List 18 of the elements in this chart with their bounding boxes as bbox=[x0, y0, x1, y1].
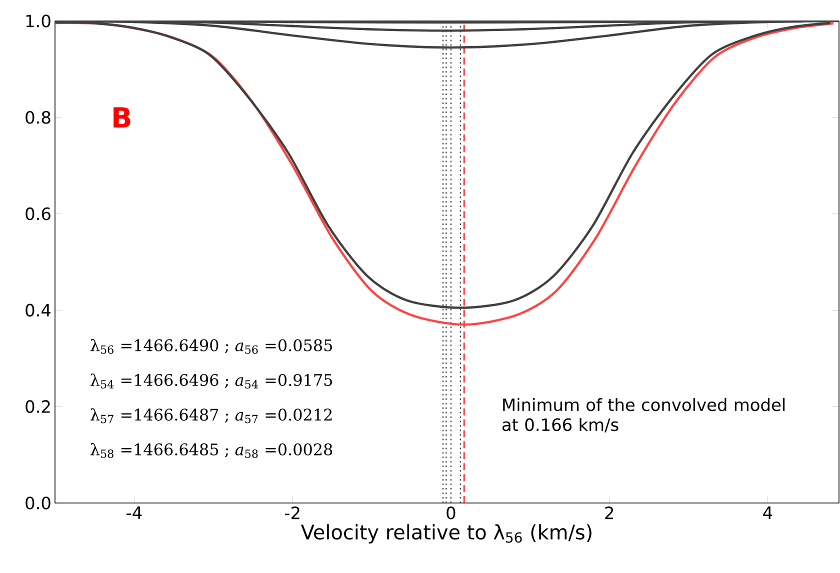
y-tick-label: 0.4 bbox=[26, 304, 51, 317]
x-tick-label: 2 bbox=[605, 506, 614, 520]
annotation: λ$_{56}$ =1466.6490 ; a$_{56}$ =0.0585 bbox=[90, 338, 332, 354]
text: B bbox=[114, 107, 130, 128]
y-tick-label: 0.8 bbox=[26, 110, 50, 124]
y-tick-label: 0.0 bbox=[26, 496, 50, 510]
annotation: λ$_{54}$ =1466.6496 ; a$_{54}$ =0.9175 bbox=[90, 374, 332, 389]
annotation: λ$_{58}$ =1466.6485 ; a$_{58}$ =0.0028 bbox=[90, 443, 332, 458]
x-tick-label: 0 bbox=[446, 506, 456, 520]
y-tick-label: 0.6 bbox=[26, 207, 50, 220]
x-tick-label: -2 bbox=[284, 506, 300, 520]
y-tick-label: 0.2 bbox=[26, 400, 50, 413]
x-axis-title: Velocity relative to λ$_{56}$ (km/s) bbox=[301, 524, 592, 544]
annotation: Minimum of the convolved model at 0.166 km/s bbox=[502, 398, 785, 432]
x-tick-label: 4 bbox=[763, 506, 772, 519]
x-tick-label: -4 bbox=[126, 506, 142, 519]
y-tick-label: 1.0 bbox=[26, 14, 50, 28]
annotation: λ$_{57}$ =1466.6487 ; a$_{57}$ =0.0212 bbox=[90, 408, 332, 424]
